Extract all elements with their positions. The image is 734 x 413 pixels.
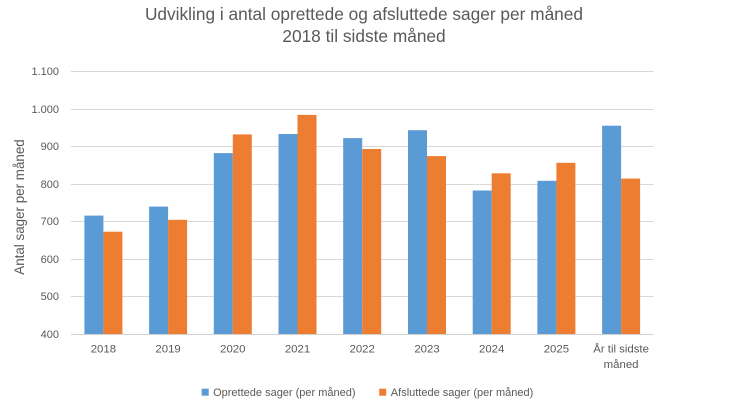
svg-text:2023: 2023	[414, 344, 439, 356]
svg-text:2019: 2019	[155, 344, 180, 356]
svg-text:Udvikling i antal oprettede og: Udvikling i antal oprettede og afslutted…	[145, 4, 583, 24]
svg-text:700: 700	[41, 216, 59, 228]
svg-text:800: 800	[41, 179, 59, 191]
svg-text:600: 600	[41, 254, 59, 266]
svg-text:År til sidste: År til sidste	[593, 343, 649, 356]
svg-text:2024: 2024	[479, 344, 504, 356]
svg-text:2022: 2022	[350, 344, 375, 356]
svg-text:2018 til sidste måned: 2018 til sidste måned	[282, 26, 445, 46]
svg-text:Oprettede sager (per måned): Oprettede sager (per måned)	[213, 387, 355, 399]
svg-text:900: 900	[41, 141, 59, 153]
svg-text:2020: 2020	[220, 344, 245, 356]
svg-text:1.000: 1.000	[31, 104, 59, 116]
svg-text:2018: 2018	[91, 344, 116, 356]
svg-text:1.100: 1.100	[31, 66, 59, 78]
svg-text:2025: 2025	[544, 344, 569, 356]
svg-text:400: 400	[41, 329, 59, 341]
svg-text:Afsluttede sager (per måned): Afsluttede sager (per måned)	[391, 387, 533, 399]
svg-text:500: 500	[41, 291, 59, 303]
svg-text:måned: måned	[604, 359, 639, 371]
svg-text:Antal sager per måned: Antal sager per måned	[12, 139, 27, 274]
svg-text:2021: 2021	[285, 344, 310, 356]
